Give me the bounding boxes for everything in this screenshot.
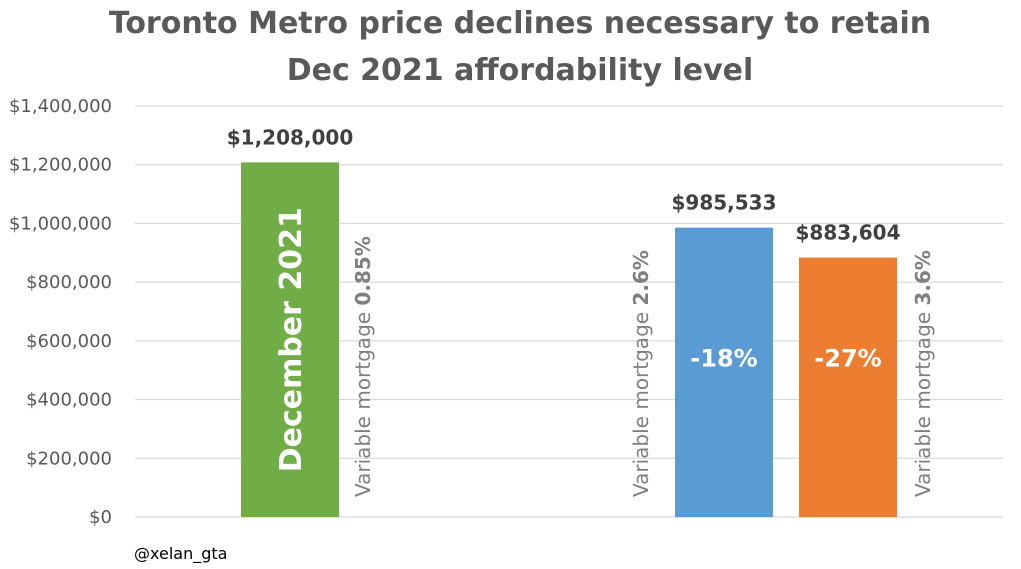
bar-inner-label: December 2021 <box>274 207 309 472</box>
bar-percent-label: -27% <box>814 344 881 372</box>
chart-title-line-2: Dec 2021 affordability level <box>287 53 754 88</box>
bar-side-label: Variable mortgage 3.6% <box>911 250 935 497</box>
y-tick-label: $600,000 <box>26 331 112 352</box>
y-axis-tick-labels: $0 $200,000 $400,000 $600,000 $800,000 $1,000… <box>9 96 112 528</box>
chart-title-line-1: Toronto Metro price declines necessary t… <box>109 6 931 41</box>
bar-value-label: $985,533 <box>671 191 776 215</box>
bar-side-label: Variable mortgage 0.85% <box>351 236 375 497</box>
bar-side-label: Variable mortgage 2.6% <box>629 250 653 497</box>
bar-percent-label: -18% <box>690 344 757 372</box>
bar-0 <box>241 162 339 517</box>
credit-handle: @xelan_gta <box>134 544 227 564</box>
bar-value-label: $1,208,000 <box>227 125 354 149</box>
y-tick-label: $800,000 <box>26 272 112 293</box>
y-tick-label: $0 <box>89 507 112 528</box>
y-tick-label: $1,400,000 <box>9 96 112 117</box>
bar-1 <box>675 227 773 518</box>
y-tick-label: $1,000,000 <box>9 213 112 234</box>
bar-2 <box>799 257 897 517</box>
bars: $1,208,000 December 2021 Variable mortgage… <box>227 125 935 518</box>
y-tick-label: $400,000 <box>26 390 112 411</box>
bar-value-label: $883,604 <box>795 221 900 245</box>
y-tick-label: $200,000 <box>26 448 112 469</box>
y-tick-label: $1,200,000 <box>9 155 112 176</box>
